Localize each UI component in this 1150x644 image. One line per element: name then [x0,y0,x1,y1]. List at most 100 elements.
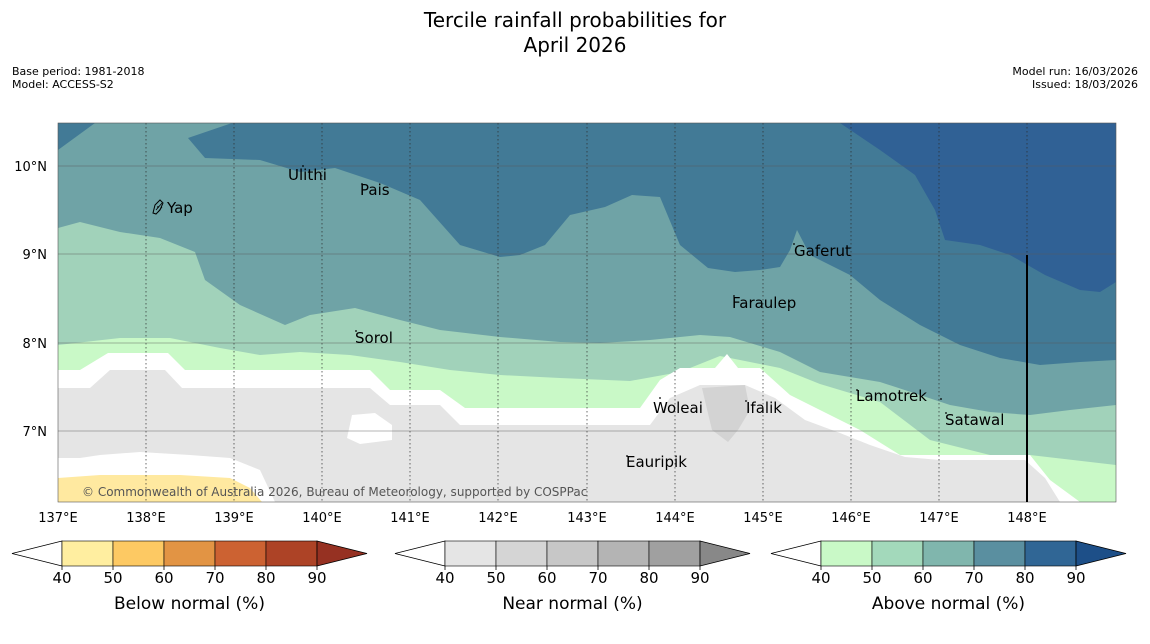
place-label: Woleai [653,399,703,417]
place-marker [733,295,735,297]
map-title: Tercile rainfall probabilities for April… [0,8,1150,58]
legend-near-normal: 40 50 60 70 80 90 Near normal (%) [394,540,751,614]
yap-island-outline [152,199,164,215]
colorbar-tick-label: 90 [690,569,709,587]
map-frame [57,122,1117,503]
longitude-tick-label: 142°E [478,511,518,526]
place-label: Ifalik [746,399,782,417]
colorbar-segment [265,540,318,567]
colorbar-segment [871,540,924,567]
colorbar-segment [112,540,165,567]
longitude-tick-label: 140°E [302,511,342,526]
place-label: Satawal [945,411,1004,429]
colorbar-tick-label: 80 [1015,569,1034,587]
longitude-ticks: 137°E 138°E 139°E 140°E 141°E 142°E 143°E 144°E… [38,511,1047,526]
colorbar-high-arrow [1075,540,1127,567]
region-near-buffer [347,413,392,444]
colorbar-tick-label: 60 [537,569,556,587]
colorbar-tick-label: 40 [435,569,454,587]
colorbar-segment [648,540,701,567]
colorbar-segment [922,540,975,567]
legend-below-normal: 40 50 60 70 80 90 Below normal (%) [11,540,368,614]
longitude-tick-label: 138°E [126,511,166,526]
longitude-tick-label: 145°E [743,511,783,526]
graticule [58,123,1116,502]
colorbar-tick-label: 80 [256,569,275,587]
colorbar-segment [820,540,873,567]
colorbar-segment [214,540,267,567]
colorbar-tick-label: 90 [1066,569,1085,587]
colorbar-segment [973,540,1026,567]
longitude-tick-label: 144°E [655,511,695,526]
colorbar-high-arrow [699,540,751,567]
meta-left: Base period: 1981-2018 Model: ACCESS-S2 [12,65,144,91]
colorbar-high-arrow [316,540,368,567]
copyright-text: © Commonwealth of Australia 2026, Bureau… [82,485,587,499]
legend-above-normal: 40 50 60 70 80 90 Above normal (%) [770,540,1127,614]
colorbar-tick-label: 70 [964,569,983,587]
colorbar-segment [61,540,114,567]
colorbar-segment [444,540,497,567]
colorbar-segment [1024,540,1077,567]
colorbar-tick-label: 50 [486,569,505,587]
longitude-tick-label: 148°E [1007,511,1047,526]
base-period: Base period: 1981-2018 [12,65,145,78]
latitude-tick-label: 7°N [23,425,48,440]
place-marker [793,243,795,245]
latitude-tick-label: 9°N [23,248,48,263]
place-label: Yap [166,199,193,217]
place-label: Gaferut [794,242,851,260]
region-below-40 [58,475,262,502]
place-label: Pais [360,181,390,199]
colorbar-low-arrow [11,540,63,567]
latitude-tick-label: 10°N [14,160,47,175]
colorbar-segment [597,540,650,567]
model-run: Model run: 16/03/2026 [1012,65,1138,78]
colorbar-low-arrow [394,540,446,567]
colorbar-title: Near normal (%) [502,594,642,614]
place-marker [940,398,942,400]
colorbar-tick-label: 80 [639,569,658,587]
place-marker [745,400,747,402]
issued-date: Issued: 18/03/2026 [1031,78,1138,91]
colorbar-tick-label: 60 [913,569,932,587]
place-label: Eauripik [626,453,687,471]
latitude-tick-label: 8°N [23,337,48,352]
place-marker [945,412,947,414]
colorbar-segment [546,540,599,567]
place-marker [302,165,304,167]
colorbar-segment [495,540,548,567]
longitude-tick-label: 141°E [390,511,430,526]
place-marker [659,397,661,399]
region-near-50 [702,385,750,442]
meta-right: Model run: 16/03/2026 Issued: 18/03/2026 [1012,65,1138,91]
place-marker [856,389,858,391]
colorbar-title: Above normal (%) [872,594,1025,614]
yap-island-hatch [155,202,163,213]
region-near-40 [58,370,1060,502]
colorbar-tick-label: 90 [307,569,326,587]
colorbar-tick-label: 40 [811,569,830,587]
colorbar-title: Below normal (%) [114,594,265,614]
title-line-1: Tercile rainfall probabilities for [423,8,727,32]
longitude-tick-label: 146°E [831,511,871,526]
title-line-2: April 2026 [523,33,627,57]
longitude-tick-label: 137°E [38,511,78,526]
place-labels: Ulithi Pais Yap Gaferut Faraulep Sorol Lamotre… [157,165,1004,471]
latitude-ticks: 10°N 9°N 8°N 7°N [14,160,47,440]
place-label: Ulithi [288,166,327,184]
colorbar-segment [163,540,216,567]
colorbar-tick-label: 70 [588,569,607,587]
longitude-tick-label: 139°E [214,511,254,526]
longitude-tick-label: 143°E [567,511,607,526]
place-label: Lamotrek [856,387,927,405]
place-marker [355,330,357,332]
place-label: Faraulep [732,294,796,312]
colorbar-tick-label: 50 [862,569,881,587]
model-name: Model: ACCESS-S2 [12,78,114,91]
colorbar-tick-label: 40 [52,569,71,587]
colorbar-low-arrow [770,540,822,567]
place-marker [626,455,628,457]
place-marker [361,183,363,185]
